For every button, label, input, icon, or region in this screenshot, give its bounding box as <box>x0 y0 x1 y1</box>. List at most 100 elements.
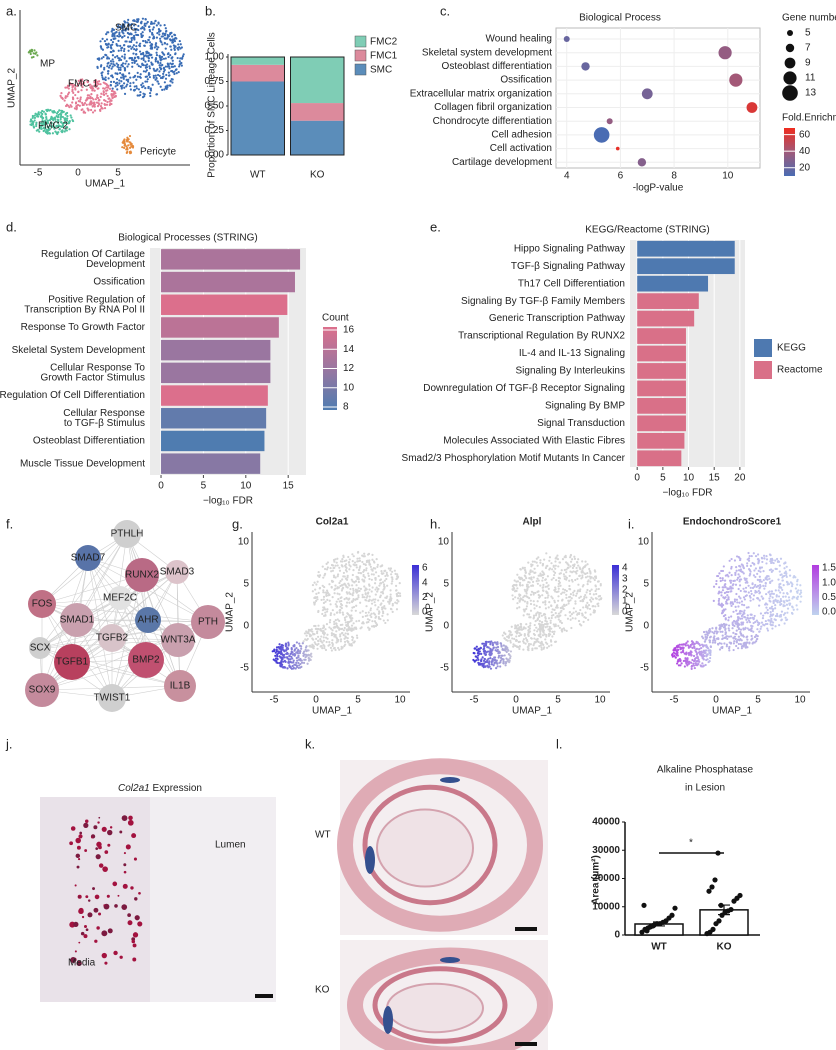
network-edge <box>41 659 147 691</box>
cell-dot <box>562 588 565 591</box>
cell-dot <box>493 656 497 659</box>
cell-dot <box>179 62 182 65</box>
cell-dot <box>574 570 577 573</box>
cell-dot <box>335 630 338 633</box>
cell-dot <box>368 588 371 591</box>
cell-dot <box>529 593 533 596</box>
cell-dot <box>343 559 346 563</box>
cell-dot <box>745 577 748 580</box>
panel-label: l. <box>556 736 563 751</box>
cell-dot <box>572 611 575 614</box>
x-tick-label: 0 <box>713 695 719 706</box>
data-point <box>718 902 724 908</box>
cell-dot <box>538 613 541 616</box>
cell-dot <box>479 659 483 662</box>
cell-dot <box>705 645 708 649</box>
cell-dot <box>32 52 35 55</box>
cell-dot <box>154 19 157 22</box>
cell-dot <box>69 114 72 117</box>
cell-dot <box>391 610 394 613</box>
cell-dot <box>85 103 88 106</box>
cell-dot <box>164 65 168 68</box>
cell-dot <box>158 74 161 77</box>
colorbar-label: 1.5 <box>822 563 836 574</box>
cell-dot <box>395 602 399 605</box>
cell-dot <box>703 640 707 643</box>
cell-dot <box>167 35 171 38</box>
cell-dot <box>758 622 761 625</box>
cell-dot <box>175 37 178 40</box>
cell-dot <box>533 603 536 606</box>
cell-dot <box>525 623 528 626</box>
cell-dot <box>332 626 335 629</box>
cell-dot <box>678 643 681 646</box>
cell-dot <box>322 630 325 633</box>
cell-dot <box>531 570 534 573</box>
cell-dot <box>497 650 500 653</box>
cell-dot <box>796 578 799 581</box>
cell-dot <box>562 607 565 611</box>
colorbar-label: 20 <box>799 162 811 173</box>
cell-dot <box>297 654 300 657</box>
cell-dot <box>748 594 751 598</box>
cell-dot <box>713 637 716 641</box>
y-tick-label: Ossification <box>500 75 552 86</box>
cell-dot <box>758 592 761 595</box>
cell-dot <box>496 648 499 651</box>
cell-dot <box>547 606 550 609</box>
cell-dot <box>733 598 737 601</box>
cell-dot <box>739 568 743 571</box>
x-tick-label: WT <box>651 942 667 953</box>
cell-dot <box>148 28 151 32</box>
cell-dot <box>774 625 777 628</box>
legend-label: 11 <box>805 73 816 84</box>
cell-dot <box>131 65 134 68</box>
cell-dot <box>504 645 507 648</box>
cell-dot <box>529 624 532 627</box>
cell-dot <box>475 659 478 662</box>
cell-dot <box>529 609 533 612</box>
cell-dot <box>533 560 536 563</box>
cell-dot <box>531 560 534 563</box>
panel-label: d. <box>6 219 17 234</box>
cell-dot <box>336 618 339 621</box>
cell-dot <box>388 600 391 603</box>
cell-dot <box>361 615 364 618</box>
cell-dot <box>356 636 359 639</box>
legend-label: 13 <box>805 88 817 99</box>
cell-dot <box>749 570 752 573</box>
cell-dot <box>169 53 172 57</box>
cell-dot <box>536 564 539 567</box>
cell-dot <box>599 582 602 586</box>
cell-dot <box>51 110 54 113</box>
cell-dot <box>690 665 693 668</box>
cell-dot <box>671 653 674 656</box>
network-node <box>161 623 195 657</box>
cell-dot <box>489 657 492 660</box>
x-axis-label: UMAP_1 <box>312 706 352 717</box>
cell-dot <box>119 34 122 38</box>
cell-dot <box>543 646 546 649</box>
cell-dot <box>110 67 113 70</box>
cell-dot <box>155 77 158 80</box>
cell-dot <box>524 575 527 578</box>
cell-dot <box>80 89 83 92</box>
cell-dot <box>783 574 786 578</box>
stain-patch <box>383 1006 393 1034</box>
cell-dot <box>752 621 755 625</box>
node-label: RUNX2 <box>125 570 159 581</box>
cell-dot <box>550 578 553 581</box>
data-point <box>710 926 716 932</box>
cell-dot <box>538 606 541 609</box>
cell-dot <box>160 35 163 38</box>
cell-dot <box>357 596 360 599</box>
cell-dot <box>742 596 746 599</box>
cell-dot <box>549 633 552 636</box>
cell-dot <box>374 616 377 619</box>
cell-dot <box>139 42 142 45</box>
stain-dot <box>70 826 76 831</box>
cell-dot <box>165 29 168 33</box>
cell-dot <box>333 592 336 595</box>
cell-dot <box>142 85 145 88</box>
cell-dot <box>56 125 59 128</box>
